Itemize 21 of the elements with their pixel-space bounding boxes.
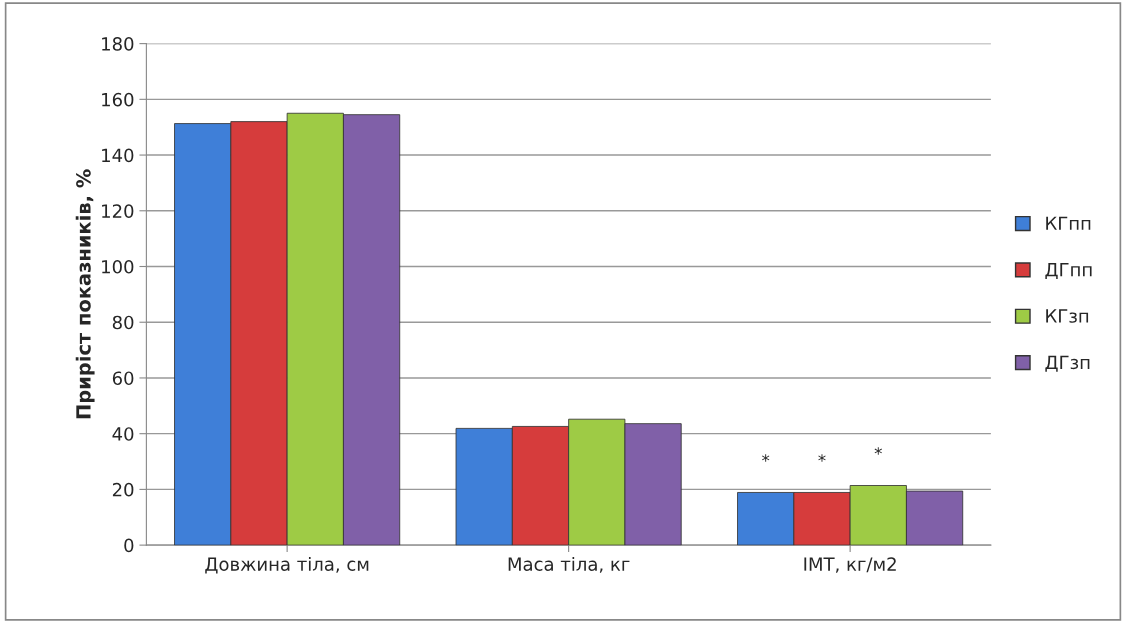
annotation: * (874, 447, 882, 455)
x-tick-label: Довжина тіла, см (205, 556, 369, 574)
y-tick-label: 140 (102, 148, 134, 163)
legend-label: ДГзп (1045, 355, 1090, 372)
annotation: * (818, 454, 826, 462)
legend-label: КГпп (1046, 216, 1091, 230)
x-tick-label: Маса тіла, кг (508, 556, 630, 573)
y-tick-label: 0 (124, 538, 134, 553)
y-tick-label: 60 (112, 371, 134, 386)
x-tick-label: ІМТ, кг/м2 (804, 557, 896, 573)
legend-label: КГзп (1046, 309, 1089, 323)
y-tick-label: 180 (102, 37, 134, 51)
annotation: * (762, 454, 770, 462)
y-tick-label: 40 (112, 427, 134, 441)
y-tick-label: 100 (102, 259, 134, 274)
y-tick-label: 20 (112, 482, 134, 497)
y-tick-label: 160 (102, 92, 134, 107)
y-axis-title: Приріст показників, % (75, 169, 95, 419)
y-tick-label: 120 (102, 204, 134, 218)
y-tick-label: 80 (112, 315, 134, 330)
legend-label: ДГпп (1045, 263, 1092, 279)
